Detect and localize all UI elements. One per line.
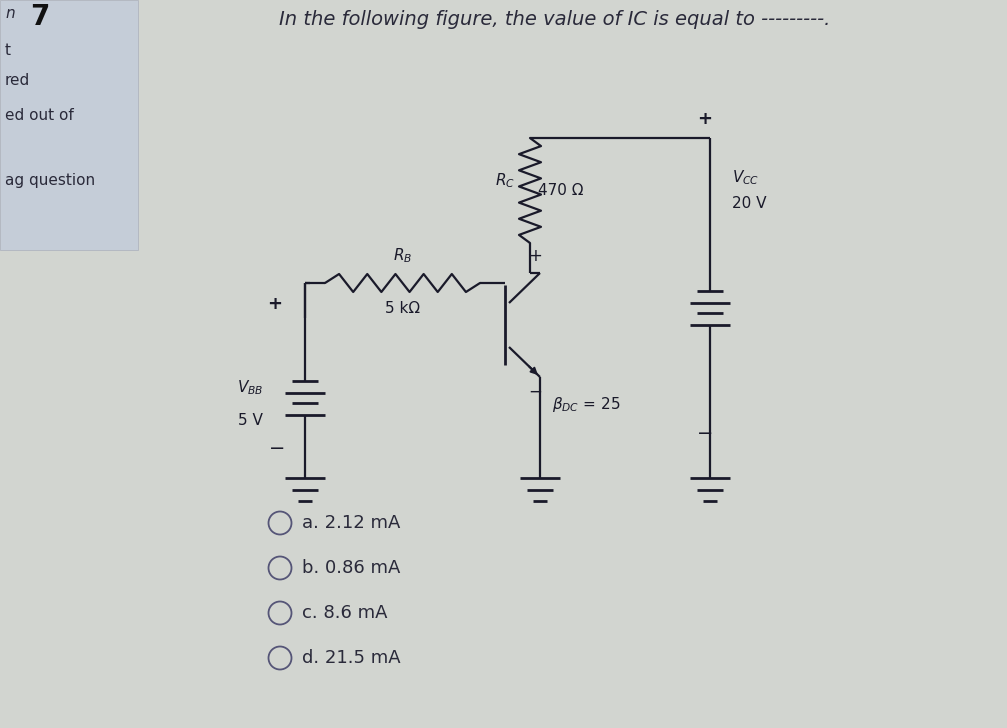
- FancyBboxPatch shape: [0, 0, 138, 250]
- Text: In the following figure, the value of IC is equal to ---------.: In the following figure, the value of IC…: [279, 10, 831, 29]
- Text: 7: 7: [30, 3, 49, 31]
- Text: ed out of: ed out of: [5, 108, 74, 123]
- Text: t: t: [5, 43, 11, 58]
- Text: −: −: [697, 424, 713, 443]
- Text: $V_{CC}$: $V_{CC}$: [732, 168, 759, 186]
- Text: d. 21.5 mA: d. 21.5 mA: [302, 649, 401, 667]
- Text: 5 V: 5 V: [238, 413, 263, 427]
- Text: +: +: [528, 247, 542, 265]
- Text: +: +: [268, 295, 283, 313]
- Text: +: +: [698, 110, 713, 128]
- Text: $V_{BB}$: $V_{BB}$: [237, 379, 263, 397]
- Text: b. 0.86 mA: b. 0.86 mA: [302, 559, 401, 577]
- Text: −: −: [269, 438, 285, 457]
- Text: $R_B$: $R_B$: [393, 246, 412, 265]
- Text: $R_C$: $R_C$: [495, 171, 515, 190]
- Text: ag question: ag question: [5, 173, 95, 188]
- Text: $\beta_{DC}$ = 25: $\beta_{DC}$ = 25: [552, 395, 620, 414]
- Text: a. 2.12 mA: a. 2.12 mA: [302, 514, 401, 532]
- Text: c. 8.6 mA: c. 8.6 mA: [302, 604, 388, 622]
- Text: 5 kΩ: 5 kΩ: [385, 301, 420, 316]
- Text: 20 V: 20 V: [732, 196, 766, 211]
- Text: n: n: [5, 6, 15, 21]
- Text: red: red: [5, 73, 30, 88]
- Text: 470 Ω: 470 Ω: [538, 183, 583, 198]
- Text: −: −: [528, 383, 542, 401]
